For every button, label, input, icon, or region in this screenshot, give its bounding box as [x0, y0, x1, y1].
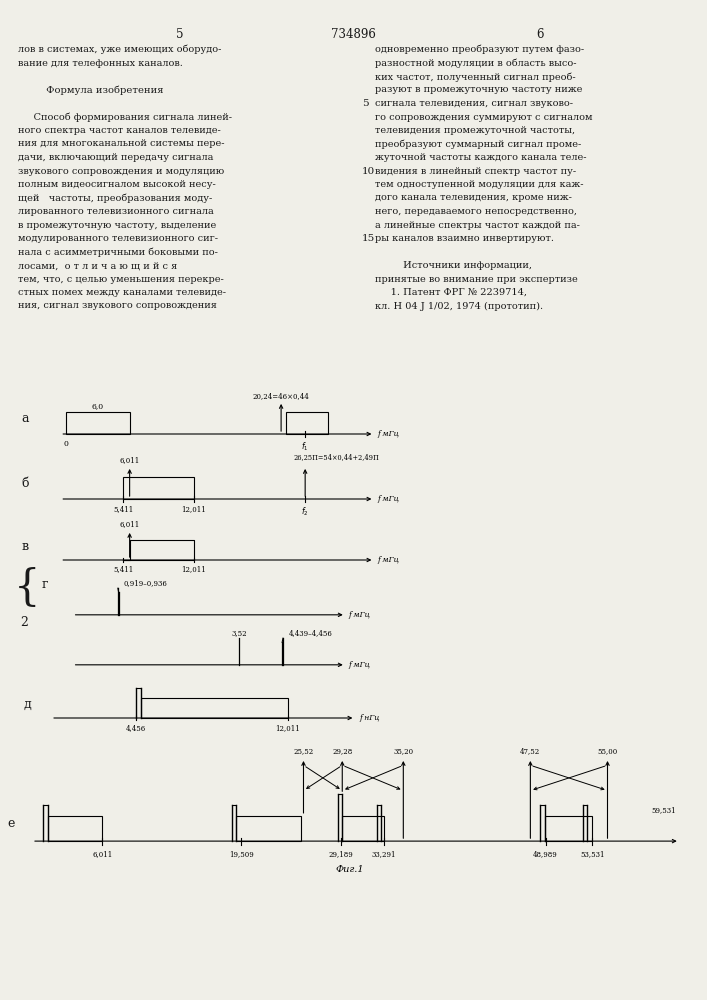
- Text: 12,011: 12,011: [181, 566, 206, 574]
- Text: кл. Н 04 J 1/02, 1974 (прототип).: кл. Н 04 J 1/02, 1974 (прототип).: [375, 302, 543, 311]
- Text: 20,24=46×0,44: 20,24=46×0,44: [252, 392, 310, 400]
- Text: нала с асимметричными боковыми по-: нала с асимметричными боковыми по-: [18, 247, 218, 257]
- Text: а: а: [21, 412, 28, 425]
- Text: 33,291: 33,291: [371, 850, 396, 858]
- Text: б: б: [21, 477, 28, 490]
- Bar: [342, 816, 384, 841]
- Bar: [286, 412, 328, 434]
- Text: дачи, включающий передачу сигнала: дачи, включающий передачу сигнала: [18, 153, 214, 162]
- Text: 1. Патент ФРГ № 2239714,: 1. Патент ФРГ № 2239714,: [375, 288, 527, 297]
- Text: 47,52: 47,52: [520, 747, 540, 755]
- Text: f нГц: f нГц: [359, 714, 380, 722]
- Text: 2: 2: [20, 616, 28, 630]
- Text: 59,531: 59,531: [652, 806, 677, 814]
- Text: принятые во внимание при экспертизе: принятые во внимание при экспертизе: [375, 274, 578, 284]
- Text: 29,189: 29,189: [329, 850, 354, 858]
- Text: 48,989: 48,989: [533, 850, 558, 858]
- Text: Способ формирования сигнала линей-: Способ формирования сигнала линей-: [18, 112, 232, 122]
- Text: $f_1$: $f_1$: [301, 440, 309, 453]
- Bar: [66, 412, 129, 434]
- Bar: [123, 477, 194, 499]
- Text: 0,919–0,936: 0,919–0,936: [124, 579, 168, 587]
- Text: ких частот, полученный сигнал преоб-: ких частот, полученный сигнал преоб-: [375, 72, 575, 82]
- Text: 25,52: 25,52: [293, 747, 314, 755]
- Text: Источники информации,: Источники информации,: [375, 261, 532, 270]
- Text: телевидения промежуточной частоты,: телевидения промежуточной частоты,: [375, 126, 575, 135]
- Text: 6,011: 6,011: [92, 850, 112, 858]
- Text: одновременно преобразуют путем фазо-: одновременно преобразуют путем фазо-: [375, 45, 584, 54]
- Text: ры каналов взаимно инвертируют.: ры каналов взаимно инвертируют.: [375, 234, 554, 243]
- Text: f мГц: f мГц: [378, 556, 399, 564]
- Text: полным видеосигналом высокой несу-: полным видеосигналом высокой несу-: [18, 180, 216, 189]
- Text: 26,25П=54×0,44+2,49П: 26,25П=54×0,44+2,49П: [294, 454, 380, 462]
- Text: 5: 5: [362, 99, 368, 108]
- Text: 12,011: 12,011: [181, 505, 206, 513]
- Bar: [544, 816, 592, 841]
- Bar: [47, 816, 103, 841]
- Text: в промежуточную частоту, выделение: в промежуточную частоту, выделение: [18, 221, 216, 230]
- Text: 53,531: 53,531: [580, 850, 604, 858]
- Text: д: д: [24, 698, 32, 710]
- Text: е: е: [7, 817, 15, 830]
- Text: ния, сигнал звукового сопровождения: ния, сигнал звукового сопровождения: [18, 302, 217, 310]
- Text: 3,52: 3,52: [231, 629, 247, 637]
- Text: $f_2$: $f_2$: [301, 505, 309, 518]
- Text: разностной модуляции в область высо-: разностной модуляции в область высо-: [375, 58, 576, 68]
- Text: модулированного телевизионного сиг-: модулированного телевизионного сиг-: [18, 234, 218, 243]
- Text: 35,20: 35,20: [393, 747, 414, 755]
- Text: 6,011: 6,011: [119, 456, 140, 464]
- Text: 15: 15: [362, 234, 375, 243]
- Text: вание для телефонных каналов.: вание для телефонных каналов.: [18, 58, 183, 68]
- Text: разуют в промежуточную частоту ниже: разуют в промежуточную частоту ниже: [375, 86, 583, 95]
- Text: Формула изобретения: Формула изобретения: [18, 86, 163, 95]
- Bar: [141, 698, 288, 718]
- Text: f мГц: f мГц: [378, 430, 399, 438]
- Text: г: г: [42, 578, 48, 591]
- Text: 29,28: 29,28: [332, 747, 352, 755]
- Text: ния для многоканальной системы пере-: ния для многоканальной системы пере-: [18, 139, 225, 148]
- Text: дого канала телевидения, кроме ниж-: дого канала телевидения, кроме ниж-: [375, 194, 572, 202]
- Text: f мГц: f мГц: [348, 611, 370, 619]
- Text: 12,011: 12,011: [275, 724, 300, 732]
- Text: f мГц: f мГц: [348, 661, 370, 669]
- Text: стных помех между каналами телевиде-: стных помех между каналами телевиде-: [18, 288, 226, 297]
- Text: 5,411: 5,411: [113, 566, 134, 574]
- Text: жуточной частоты каждого канала теле-: жуточной частоты каждого канала теле-: [375, 153, 587, 162]
- Text: щей   частоты, преобразования моду-: щей частоты, преобразования моду-: [18, 194, 212, 203]
- Text: Фиг.1: Фиг.1: [335, 865, 364, 874]
- Text: 734896: 734896: [331, 28, 375, 41]
- Text: лосами,  о т л и ч а ю щ и й с я: лосами, о т л и ч а ю щ и й с я: [18, 261, 177, 270]
- Text: ного спектра частот каналов телевиде-: ного спектра частот каналов телевиде-: [18, 126, 221, 135]
- Text: тем, что, с целью уменьшения перекре-: тем, что, с целью уменьшения перекре-: [18, 274, 223, 284]
- Text: {: {: [13, 567, 40, 609]
- Text: видения в линейный спектр частот пу-: видения в линейный спектр частот пу-: [375, 166, 576, 176]
- Text: 0: 0: [63, 440, 68, 448]
- Text: преобразуют суммарный сигнал проме-: преобразуют суммарный сигнал проме-: [375, 139, 581, 149]
- Text: 4,456: 4,456: [127, 724, 146, 732]
- Bar: [236, 816, 301, 841]
- Text: сигнала телевидения, сигнал звуково-: сигнала телевидения, сигнал звуково-: [375, 99, 573, 108]
- Text: 19,509: 19,509: [229, 850, 254, 858]
- Text: f мГц: f мГц: [378, 495, 399, 503]
- Text: звукового сопровождения и модуляцию: звукового сопровождения и модуляцию: [18, 166, 224, 176]
- Text: го сопровождения суммируют с сигналом: го сопровождения суммируют с сигналом: [375, 112, 592, 121]
- Text: 5,411: 5,411: [113, 505, 134, 513]
- Text: 6,0: 6,0: [91, 402, 104, 410]
- Text: него, передаваемого непосредственно,: него, передаваемого непосредственно,: [375, 207, 577, 216]
- Text: лов в системах, уже имеющих оборудо-: лов в системах, уже имеющих оборудо-: [18, 45, 221, 54]
- Text: 10: 10: [362, 166, 375, 176]
- Text: 55,00: 55,00: [597, 747, 618, 755]
- Text: а линейные спектры частот каждой па-: а линейные спектры частот каждой па-: [375, 221, 580, 230]
- Text: тем одноступенной модуляции для каж-: тем одноступенной модуляции для каж-: [375, 180, 583, 189]
- Text: 6: 6: [536, 28, 544, 41]
- Text: в: в: [21, 540, 28, 552]
- Text: лированного телевизионного сигнала: лированного телевизионного сигнала: [18, 207, 214, 216]
- Text: 4,439–4,456: 4,439–4,456: [288, 629, 332, 637]
- Text: 6,011: 6,011: [119, 520, 140, 528]
- Text: 5: 5: [176, 28, 184, 41]
